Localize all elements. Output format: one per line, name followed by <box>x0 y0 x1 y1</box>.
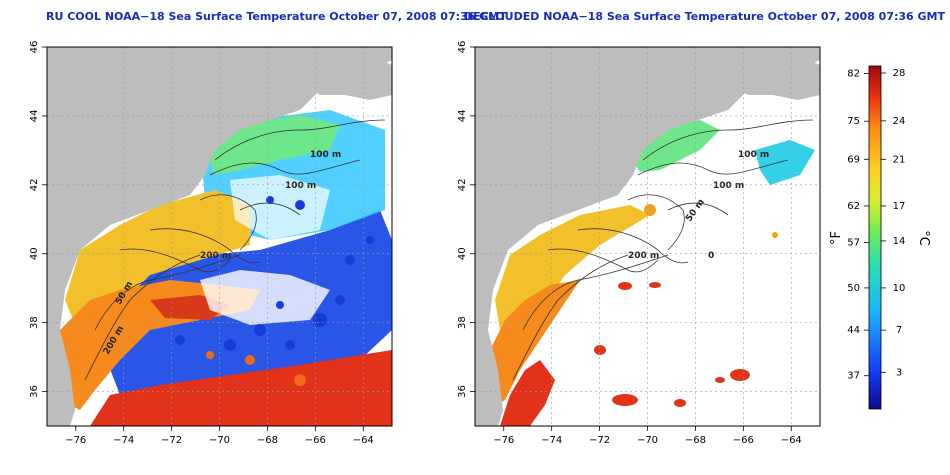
lon-tick-label: −64 <box>781 435 802 446</box>
lat-tick-label: 46 <box>457 41 468 54</box>
left-sst-red-band <box>90 350 392 426</box>
lon-tick-label: −70 <box>209 435 230 446</box>
celsius-tick-label: 10 <box>893 283 906 294</box>
colorbar-unit-celsius: °C <box>916 230 931 246</box>
lat-tick-label: 42 <box>457 178 468 191</box>
lon-tick-label: −66 <box>733 435 754 446</box>
lon-tick-label: −72 <box>161 435 182 446</box>
fahrenheit-tick-label: 75 <box>847 116 860 127</box>
lat-tick-label: 42 <box>29 178 40 191</box>
right-sst-cyan-field <box>755 140 815 185</box>
contour-label: 100 m <box>713 181 744 191</box>
right-panel-title: DECLOUDED NOAA−18 Sea Surface Temperatur… <box>464 10 946 23</box>
colorbar: 82 75 69 62 57 50 44 37 28 24 21 17 14 10 7 3 °F °C <box>829 65 931 410</box>
fahrenheit-tick-label: 50 <box>847 283 860 294</box>
lat-tick-label: 40 <box>29 247 40 260</box>
right-sst-orange-field <box>490 280 580 410</box>
lon-tick-label: −74 <box>541 435 562 446</box>
contour-label: 200 m <box>628 251 659 261</box>
celsius-tick-label: 28 <box>893 68 906 79</box>
lat-tick-label: 36 <box>29 385 40 398</box>
celsius-tick-label: 24 <box>893 116 906 127</box>
left-map-frame <box>46 46 393 427</box>
lon-tick-label: −76 <box>65 435 86 446</box>
fahrenheit-tick-label: 69 <box>847 154 860 165</box>
lat-tick-label: 38 <box>457 316 468 329</box>
celsius-tick-label: 17 <box>893 201 906 212</box>
left-land <box>47 47 392 426</box>
contour-label: 100 m <box>738 150 769 160</box>
celsius-tick-label: 14 <box>893 236 906 247</box>
left-panel-title: RU COOL NOAA−18 Sea Surface Temperature … <box>46 10 507 23</box>
left-land-nova-scotia <box>300 60 392 100</box>
right-sst-red-coast <box>500 360 555 426</box>
right-land-nova-scotia <box>728 60 820 100</box>
lat-tick-label: 40 <box>457 247 468 260</box>
lon-tick-label: −68 <box>257 435 278 446</box>
colorbar-unit-fahrenheit: °F <box>829 231 844 245</box>
right-map-frame <box>474 46 821 427</box>
colorbar-ticks: 82 75 69 62 57 50 44 37 28 24 21 17 14 10 7 3 <box>847 68 905 382</box>
left-cloud-gap <box>200 270 330 325</box>
fahrenheit-tick-label: 57 <box>847 238 860 249</box>
lon-tick-label: −76 <box>493 435 514 446</box>
lon-tick-label: −64 <box>353 435 374 446</box>
lon-tick-label: −68 <box>685 435 706 446</box>
lon-tick-label: −74 <box>113 435 134 446</box>
lon-tick-label: −66 <box>305 435 326 446</box>
contour-label: 100 m <box>285 181 316 191</box>
contour-label: 0 <box>708 251 714 261</box>
right-land <box>475 47 820 426</box>
lat-tick-label: 36 <box>457 385 468 398</box>
colorbar-scale <box>868 65 882 410</box>
lon-tick-label: −70 <box>637 435 658 446</box>
lat-tick-label: 44 <box>29 110 40 123</box>
fahrenheit-tick-label: 62 <box>847 201 860 212</box>
celsius-tick-label: 7 <box>896 325 902 336</box>
celsius-tick-label: 3 <box>896 367 902 378</box>
fahrenheit-tick-label: 44 <box>847 325 860 336</box>
lat-tick-label: 44 <box>457 110 468 123</box>
contour-label: 100 m <box>310 150 341 160</box>
left-bathymetry-contours <box>84 119 386 381</box>
lat-tick-label: 38 <box>29 316 40 329</box>
left-sst-yellow-field <box>65 190 250 360</box>
left-axes: −76 −74 −72 −70 −68 −66 −64 36 38 40 42 44 46 <box>29 41 393 446</box>
lon-tick-label: −72 <box>589 435 610 446</box>
contour-label: 200 m <box>200 251 231 261</box>
right-sst-yellow-field <box>495 205 650 360</box>
right-map: 100 m 100 m 50 m 200 m 0 <box>475 47 820 426</box>
lat-tick-label: 46 <box>29 41 40 54</box>
fahrenheit-tick-label: 82 <box>847 69 860 80</box>
right-axes: −76 −74 −72 −70 −68 −66 −64 36 38 40 42 44 46 <box>457 41 821 446</box>
celsius-tick-label: 21 <box>893 154 906 165</box>
left-sst-warm-speckles <box>206 351 306 386</box>
left-cloud-gap-2 <box>230 175 330 240</box>
right-bathymetry-contours <box>512 119 814 381</box>
fahrenheit-tick-label: 37 <box>847 371 860 382</box>
right-sst-red-eddies <box>594 282 750 407</box>
